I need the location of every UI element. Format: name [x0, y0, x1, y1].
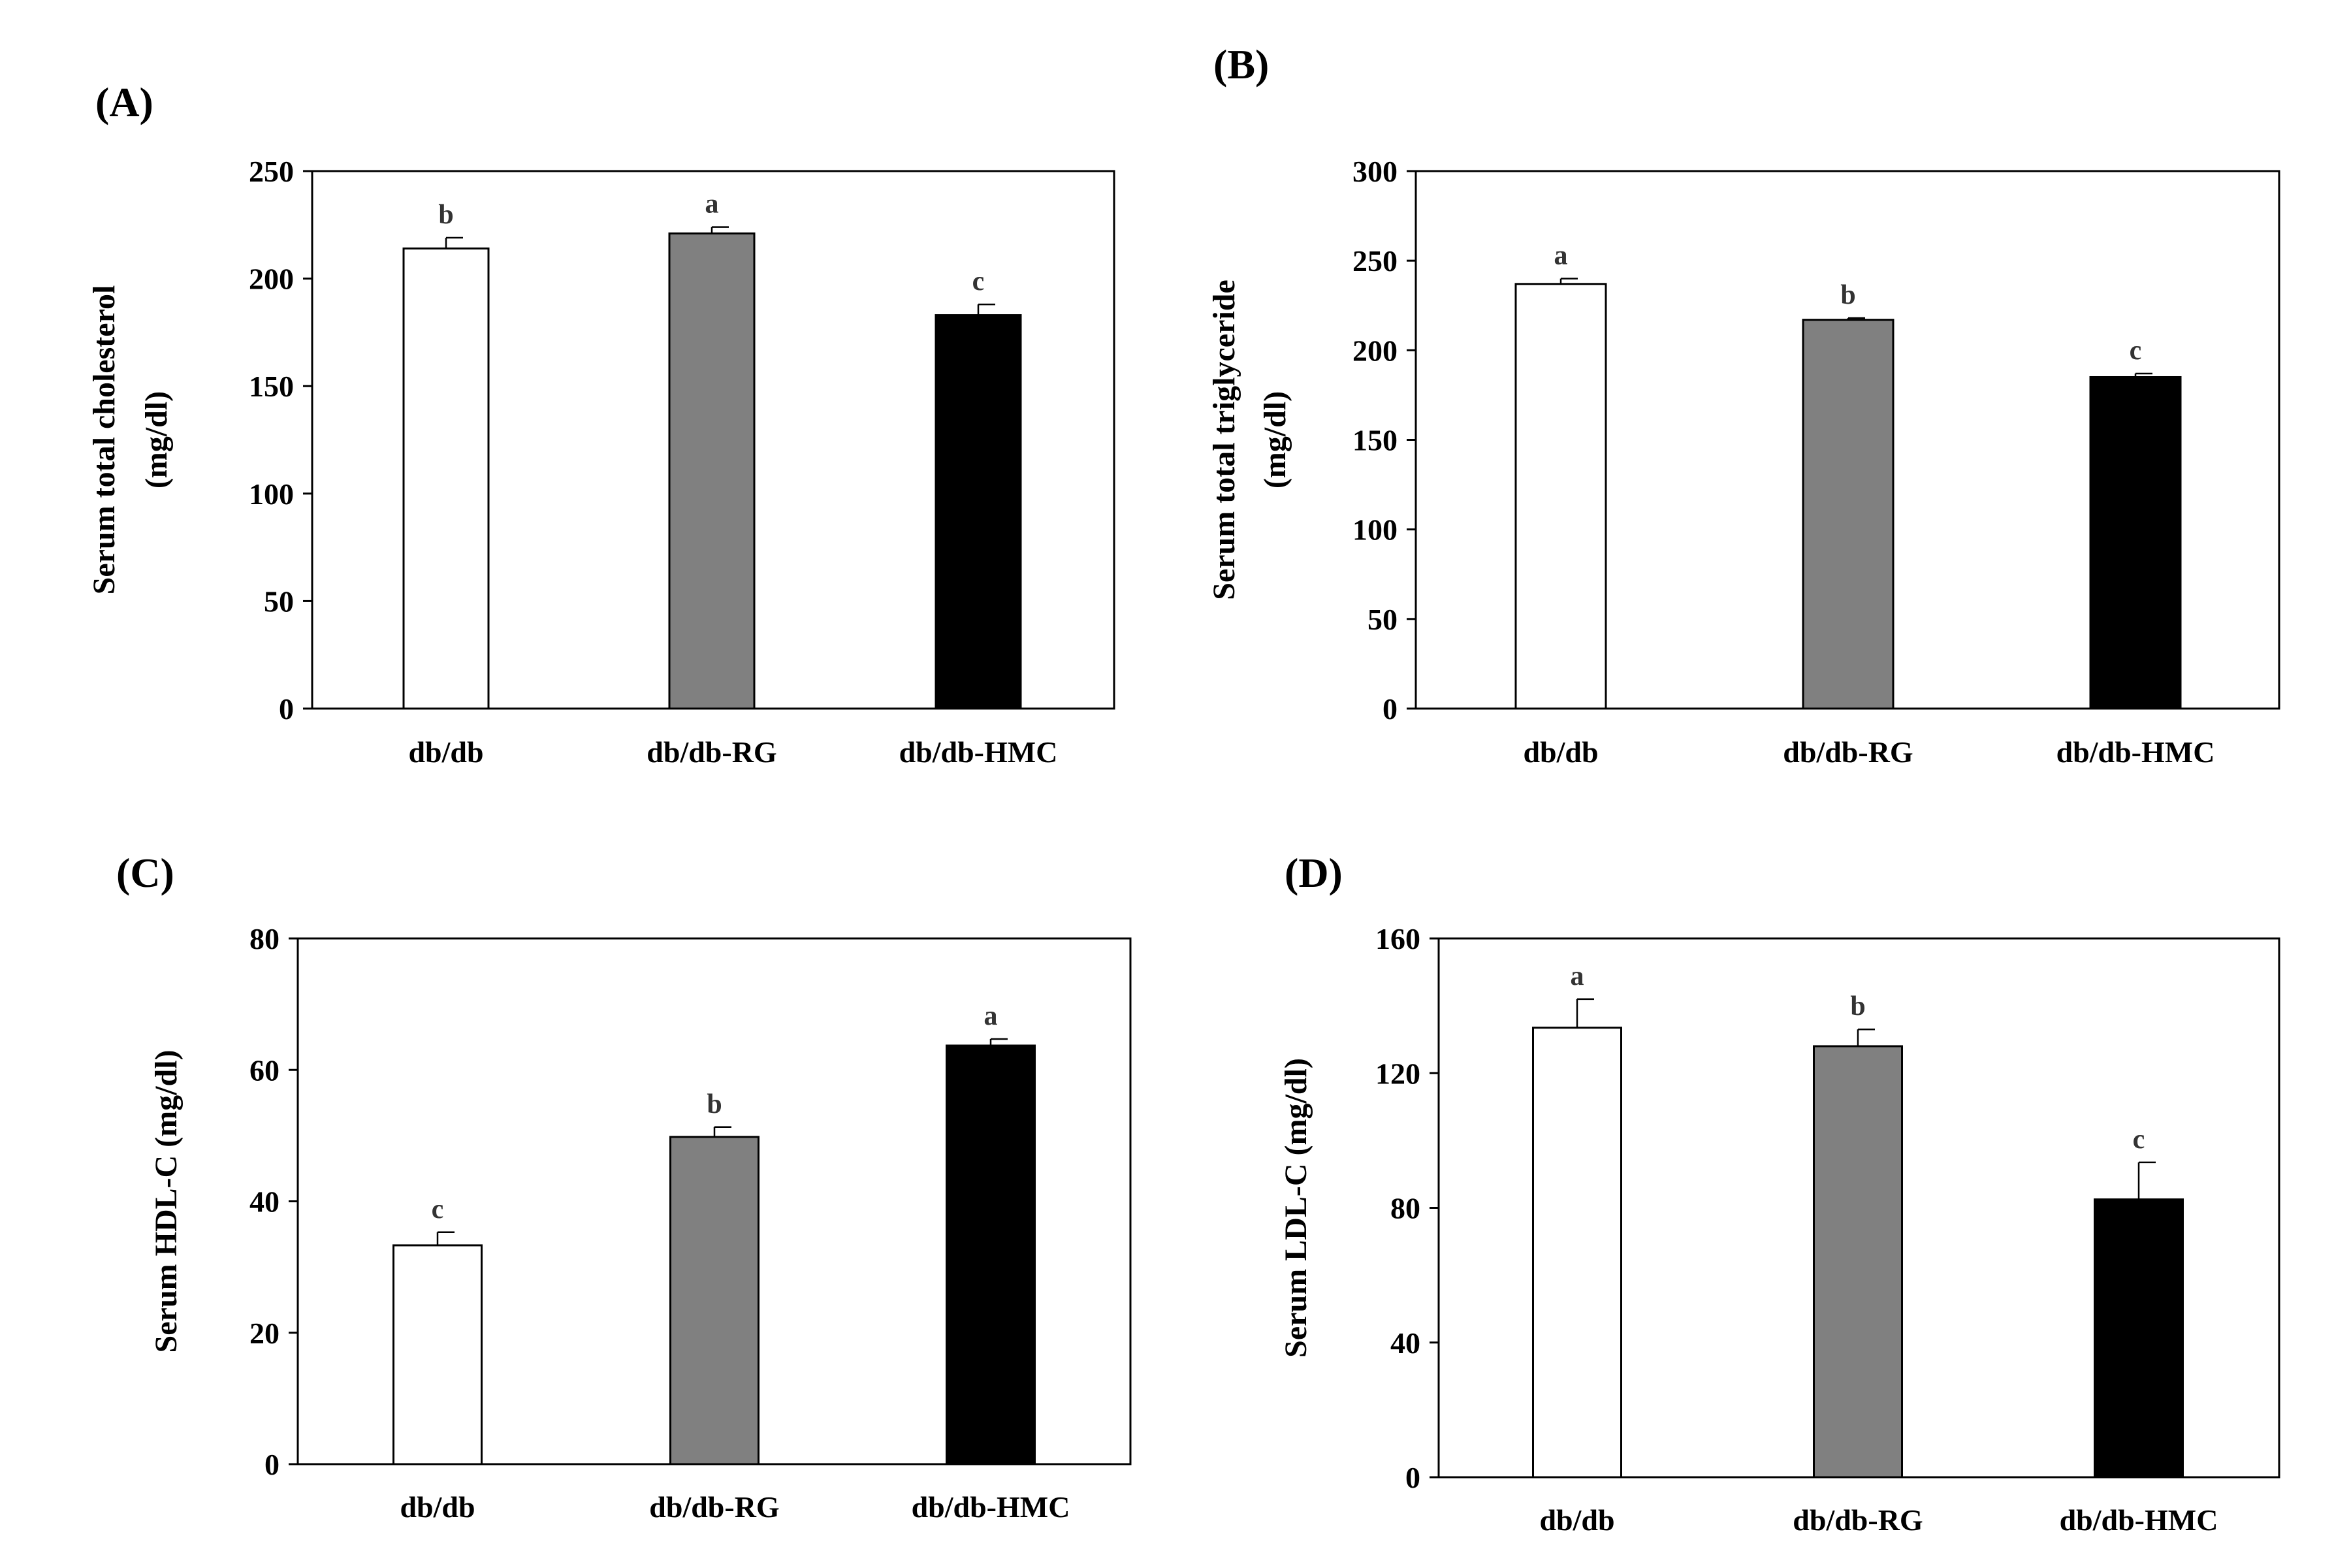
- significance-label: c: [432, 1194, 444, 1224]
- y-tick-label: 100: [1352, 513, 1398, 547]
- panel-label: (D): [1285, 850, 1343, 896]
- y-axis-label: (mg/dl): [1258, 391, 1292, 488]
- x-tick-label: db/db: [1523, 735, 1598, 769]
- y-tick-label: 0: [1405, 1461, 1420, 1494]
- y-tick-label: 50: [264, 584, 294, 618]
- y-tick-label: 0: [264, 1448, 280, 1481]
- y-tick-label: 20: [249, 1317, 280, 1350]
- bar: [402, 248, 490, 710]
- bar: [1813, 1045, 1903, 1479]
- chart-panel-d: (D) 0 40 80 120 160 Serum LDL-C (mg/dl) a db/db b…: [1279, 850, 2280, 1537]
- significance-label: a: [705, 189, 719, 219]
- bar: [2089, 376, 2182, 710]
- y-tick-label: 200: [1352, 334, 1398, 367]
- x-tick-label: db/db-RG: [1793, 1503, 1923, 1537]
- y-tick-label: 150: [249, 370, 294, 403]
- x-tick-label: db/db: [400, 1490, 475, 1524]
- y-tick-label: 80: [1390, 1192, 1420, 1225]
- bar: [392, 1244, 483, 1465]
- y-axis-label: Serum total cholesterol: [87, 285, 121, 595]
- y-tick-label: 80: [249, 922, 280, 955]
- significance-label: a: [1571, 961, 1584, 991]
- y-tick-label: 250: [249, 155, 294, 188]
- y-tick-label: 40: [1390, 1326, 1420, 1360]
- y-tick-label: 0: [279, 692, 294, 726]
- y-tick-label: 300: [1352, 155, 1398, 188]
- bar: [935, 314, 1022, 710]
- bar: [1532, 1027, 1622, 1479]
- significance-label: b: [707, 1089, 722, 1119]
- panel-label: (A): [95, 79, 153, 125]
- y-tick-label: 250: [1352, 244, 1398, 278]
- y-tick-label: 60: [249, 1053, 280, 1087]
- significance-label: c: [2130, 336, 2142, 366]
- bar: [946, 1044, 1036, 1465]
- significance-label: b: [1840, 280, 1855, 310]
- x-tick-label: db/db: [408, 735, 483, 769]
- y-axis-label: Serum total triglyceride: [1207, 280, 1241, 600]
- significance-label: c: [2133, 1125, 2145, 1155]
- panel-label: (B): [1213, 41, 1269, 88]
- panel-label: (C): [116, 850, 174, 896]
- y-tick-label: 100: [249, 477, 294, 511]
- bar: [1514, 283, 1607, 710]
- y-tick-label: 120: [1375, 1057, 1420, 1090]
- x-tick-label: db/db-HMC: [2056, 735, 2215, 769]
- y-tick-label: 40: [249, 1185, 280, 1219]
- y-tick-label: 50: [1367, 603, 1398, 636]
- x-tick-label: db/db-RG: [1783, 735, 1913, 769]
- y-tick-label: 0: [1383, 692, 1398, 726]
- x-tick-label: db/db-HMC: [2060, 1503, 2218, 1537]
- significance-label: a: [984, 1001, 998, 1031]
- bar: [2094, 1198, 2184, 1479]
- y-tick-label: 150: [1352, 424, 1398, 457]
- bar: [668, 232, 756, 710]
- x-tick-label: db/db-HMC: [899, 735, 1058, 769]
- x-tick-label: db/db-HMC: [912, 1490, 1070, 1524]
- significance-label: b: [1850, 991, 1865, 1021]
- y-tick-label: 160: [1375, 922, 1420, 955]
- bar: [1802, 319, 1894, 710]
- significance-label: a: [1554, 241, 1568, 271]
- x-tick-label: db/db-RG: [647, 735, 776, 769]
- significance-label: c: [972, 266, 985, 296]
- chart-panel-a: (A) 0 50 100 150 200 250 Serum total cholestero…: [87, 79, 1115, 769]
- y-axis-label: Serum HDL-C (mg/dl): [149, 1050, 184, 1353]
- y-axis-label: (mg/dl): [139, 391, 174, 488]
- y-tick-label: 200: [249, 263, 294, 296]
- chart-panel-c: (C) 0 20 40 60 80 Serum HDL-C (mg/dl) c db/db b db…: [116, 850, 1132, 1524]
- x-tick-label: db/db: [1539, 1503, 1614, 1537]
- significance-label: b: [438, 200, 453, 230]
- x-tick-label: db/db-RG: [649, 1490, 779, 1524]
- bar: [669, 1136, 759, 1465]
- chart-panel-b: (B) 0 50 100 150 200 250 300 Serum total triglyc…: [1207, 41, 2280, 769]
- y-axis-label: Serum LDL-C (mg/dl): [1279, 1058, 1313, 1358]
